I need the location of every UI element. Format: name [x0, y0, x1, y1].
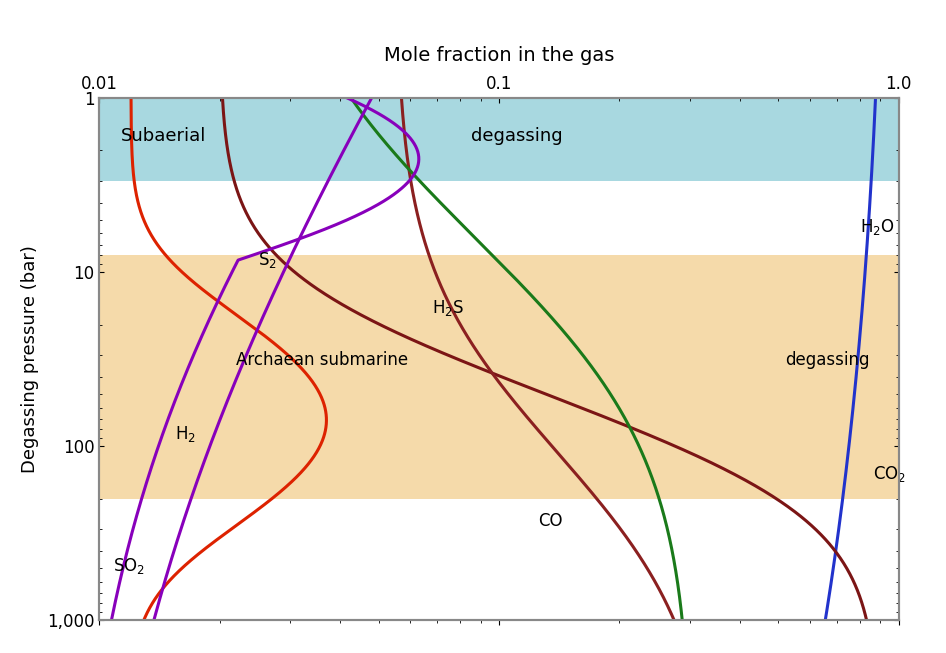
- Text: degassing: degassing: [785, 351, 869, 369]
- Text: CO: CO: [537, 513, 562, 530]
- Text: SO$_2$: SO$_2$: [113, 556, 145, 577]
- X-axis label: Mole fraction in the gas: Mole fraction in the gas: [384, 46, 614, 65]
- Y-axis label: Degassing pressure (bar): Degassing pressure (bar): [21, 246, 39, 473]
- Text: CO$_2$: CO$_2$: [872, 464, 905, 485]
- Text: degassing: degassing: [471, 127, 563, 145]
- Text: H$_2$S: H$_2$S: [432, 298, 464, 317]
- Text: Subaerial: Subaerial: [120, 127, 206, 145]
- Text: Archaean submarine: Archaean submarine: [236, 351, 409, 369]
- Bar: [99, 98, 899, 181]
- Bar: [99, 255, 899, 499]
- Text: H$_2$: H$_2$: [175, 424, 197, 444]
- Text: S$_2$: S$_2$: [258, 250, 277, 270]
- Text: H$_2$O: H$_2$O: [860, 217, 895, 237]
